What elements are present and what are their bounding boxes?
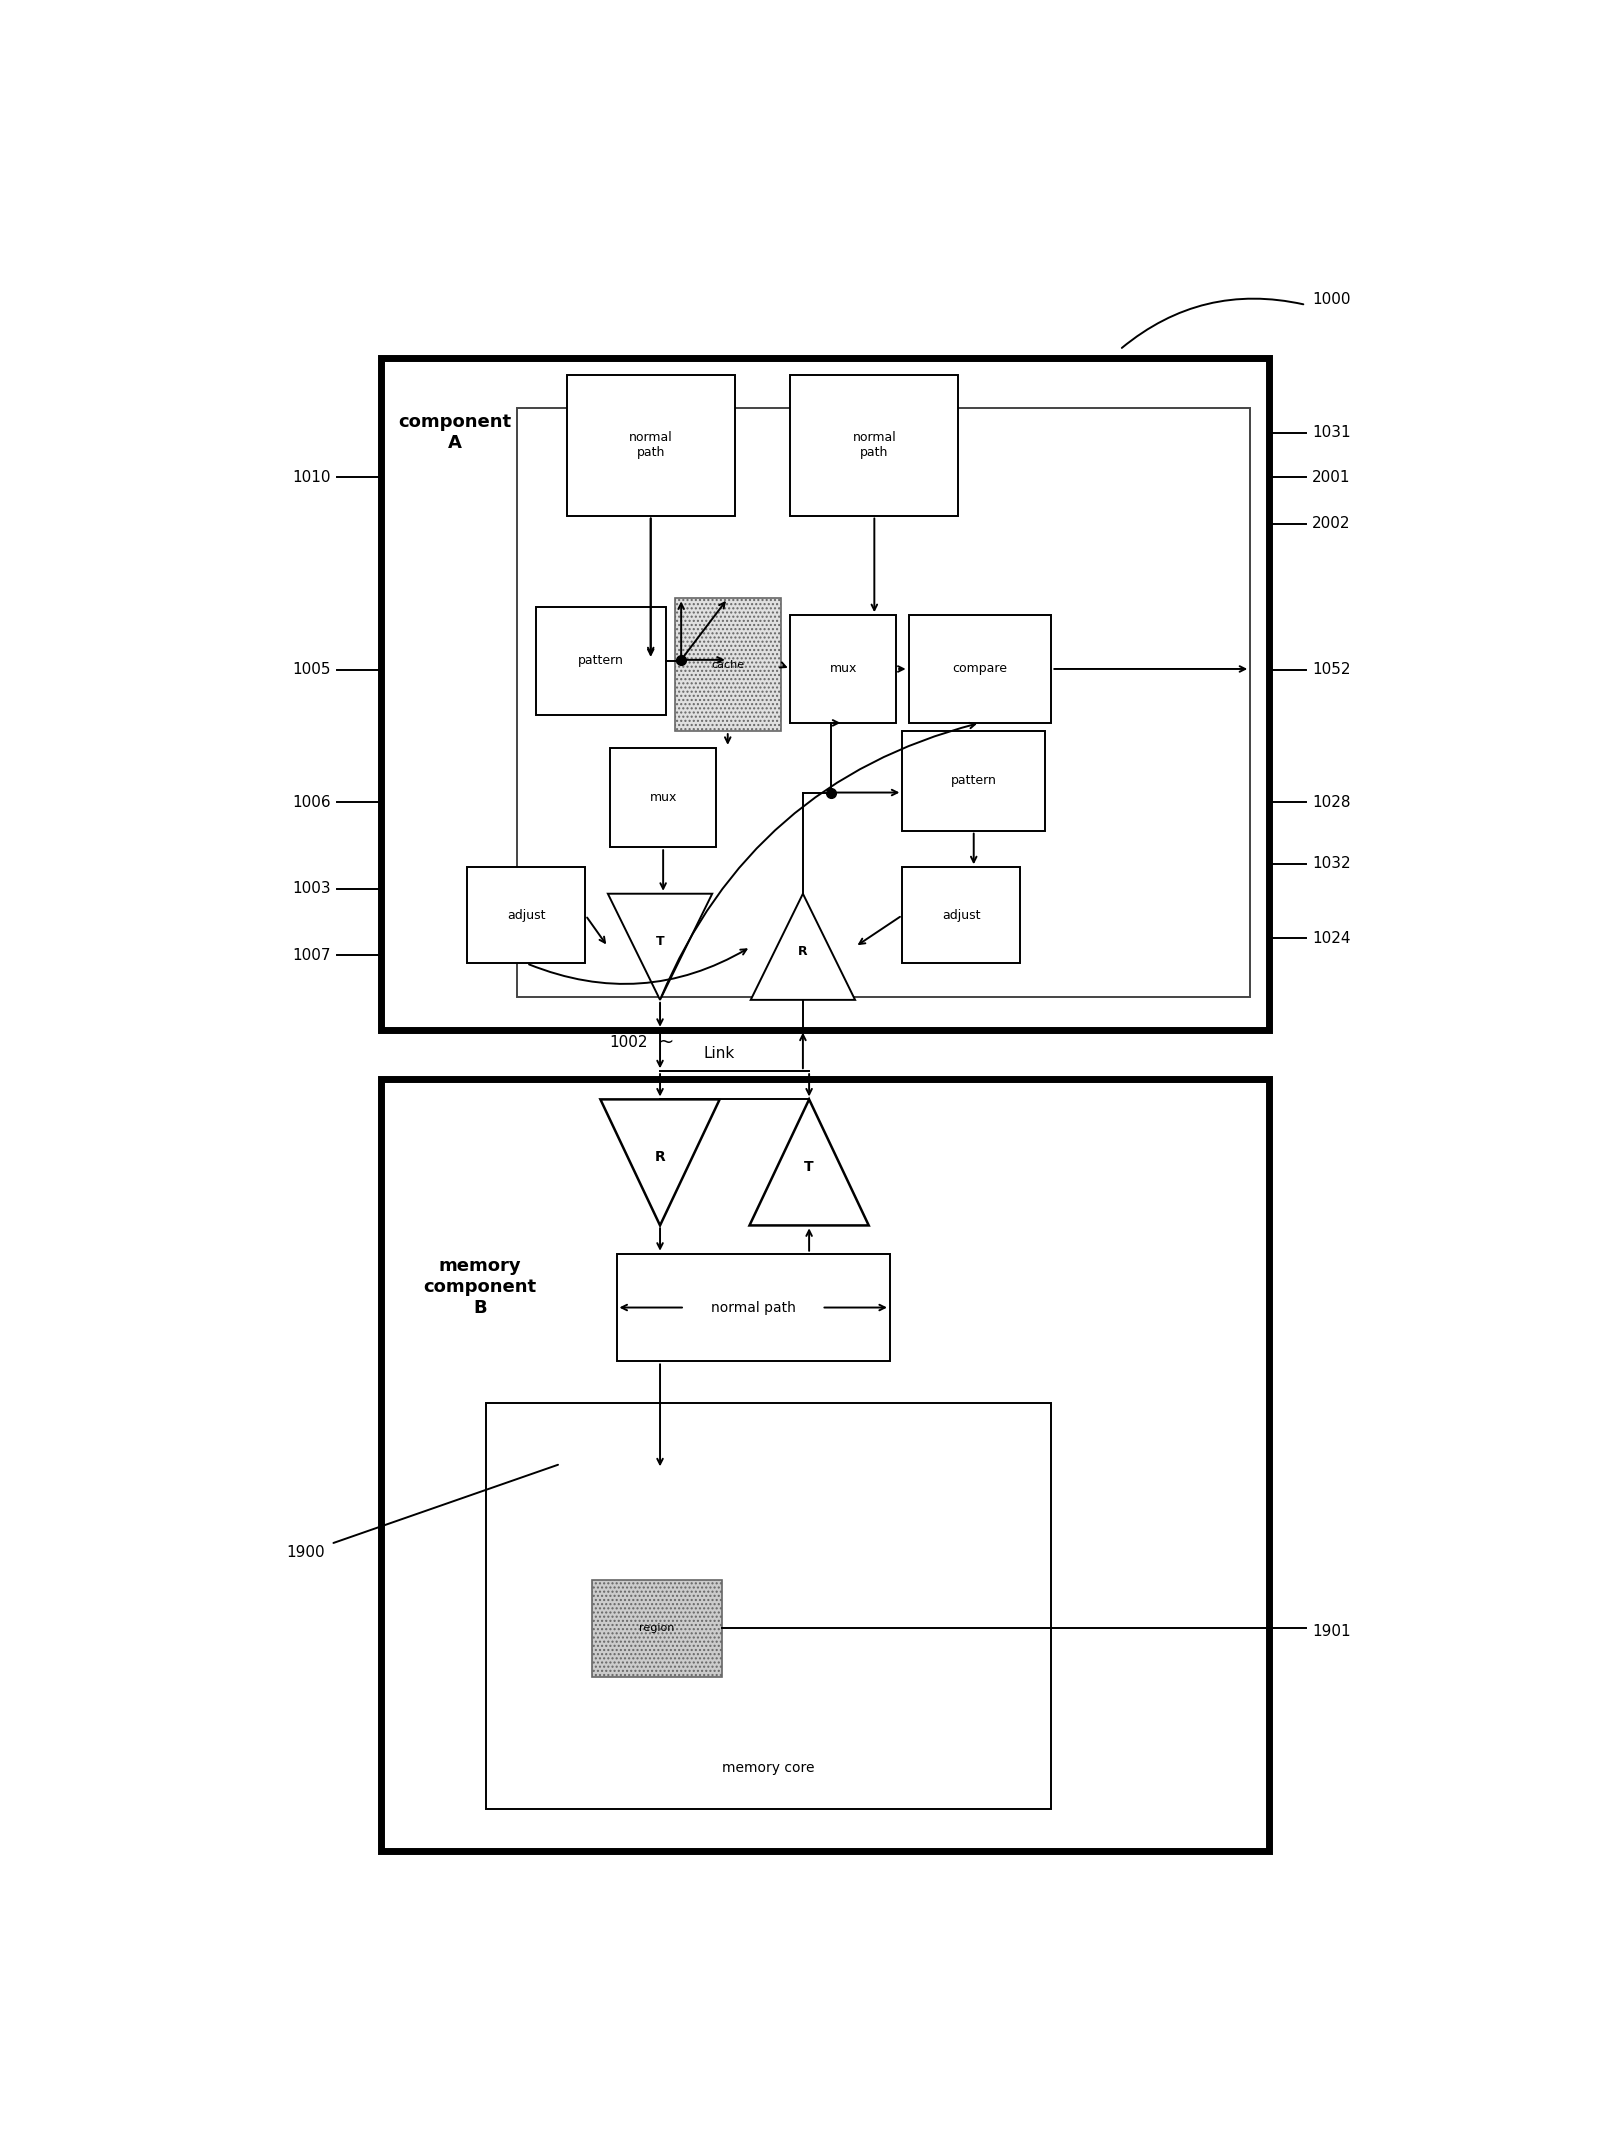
Text: mux: mux xyxy=(830,663,858,676)
Text: 1005: 1005 xyxy=(292,661,330,676)
Bar xyxy=(380,1079,1270,1850)
Text: region: region xyxy=(640,1624,675,1633)
Text: 2002: 2002 xyxy=(1313,517,1351,532)
Text: adjust: adjust xyxy=(943,909,981,922)
Text: normal
path: normal path xyxy=(853,431,896,459)
Text: component
A: component A xyxy=(399,414,511,452)
Text: 2001: 2001 xyxy=(1313,470,1351,485)
Polygon shape xyxy=(601,1099,720,1226)
Text: memory
component
B: memory component B xyxy=(423,1258,537,1316)
FancyArrowPatch shape xyxy=(1122,299,1303,349)
Text: normal
path: normal path xyxy=(628,431,673,459)
Bar xyxy=(535,607,667,715)
Text: 1031: 1031 xyxy=(1313,424,1351,439)
Bar xyxy=(611,747,717,847)
Text: R: R xyxy=(798,946,808,959)
Text: R: R xyxy=(654,1150,665,1165)
Bar xyxy=(567,375,734,515)
Text: T: T xyxy=(805,1161,814,1174)
Text: T: T xyxy=(656,935,664,948)
Text: 1000: 1000 xyxy=(1313,293,1351,308)
Bar xyxy=(790,375,959,515)
Text: 1900: 1900 xyxy=(285,1544,324,1559)
Text: 1901: 1901 xyxy=(1313,1624,1351,1639)
Polygon shape xyxy=(750,1099,869,1226)
Bar xyxy=(468,868,585,963)
Text: 1028: 1028 xyxy=(1313,795,1351,810)
Bar xyxy=(902,730,1045,831)
Bar xyxy=(486,1402,1052,1809)
Text: adjust: adjust xyxy=(507,909,545,922)
Text: 1003: 1003 xyxy=(292,881,330,896)
Bar xyxy=(518,407,1250,997)
Text: memory core: memory core xyxy=(723,1760,814,1775)
Text: compare: compare xyxy=(952,663,1007,676)
Text: ~: ~ xyxy=(659,1032,675,1051)
Text: 1010: 1010 xyxy=(292,470,330,485)
Text: Link: Link xyxy=(704,1047,734,1062)
Text: mux: mux xyxy=(649,791,676,803)
Bar xyxy=(617,1254,890,1361)
Text: pattern: pattern xyxy=(579,655,624,668)
Bar xyxy=(790,616,896,724)
Text: 1052: 1052 xyxy=(1313,661,1351,676)
Bar xyxy=(675,599,781,730)
Bar xyxy=(592,1581,721,1676)
Polygon shape xyxy=(750,894,854,999)
Polygon shape xyxy=(608,894,712,999)
Text: 1006: 1006 xyxy=(292,795,330,810)
Text: normal path: normal path xyxy=(710,1301,795,1314)
Text: 1002: 1002 xyxy=(609,1034,648,1049)
Text: 1024: 1024 xyxy=(1313,931,1351,946)
Text: 1007: 1007 xyxy=(292,948,330,963)
Bar xyxy=(380,358,1270,1030)
Text: 1032: 1032 xyxy=(1313,857,1351,872)
Bar xyxy=(902,868,1020,963)
Bar xyxy=(909,616,1052,724)
Text: cache: cache xyxy=(712,659,744,670)
Text: pattern: pattern xyxy=(951,775,997,788)
